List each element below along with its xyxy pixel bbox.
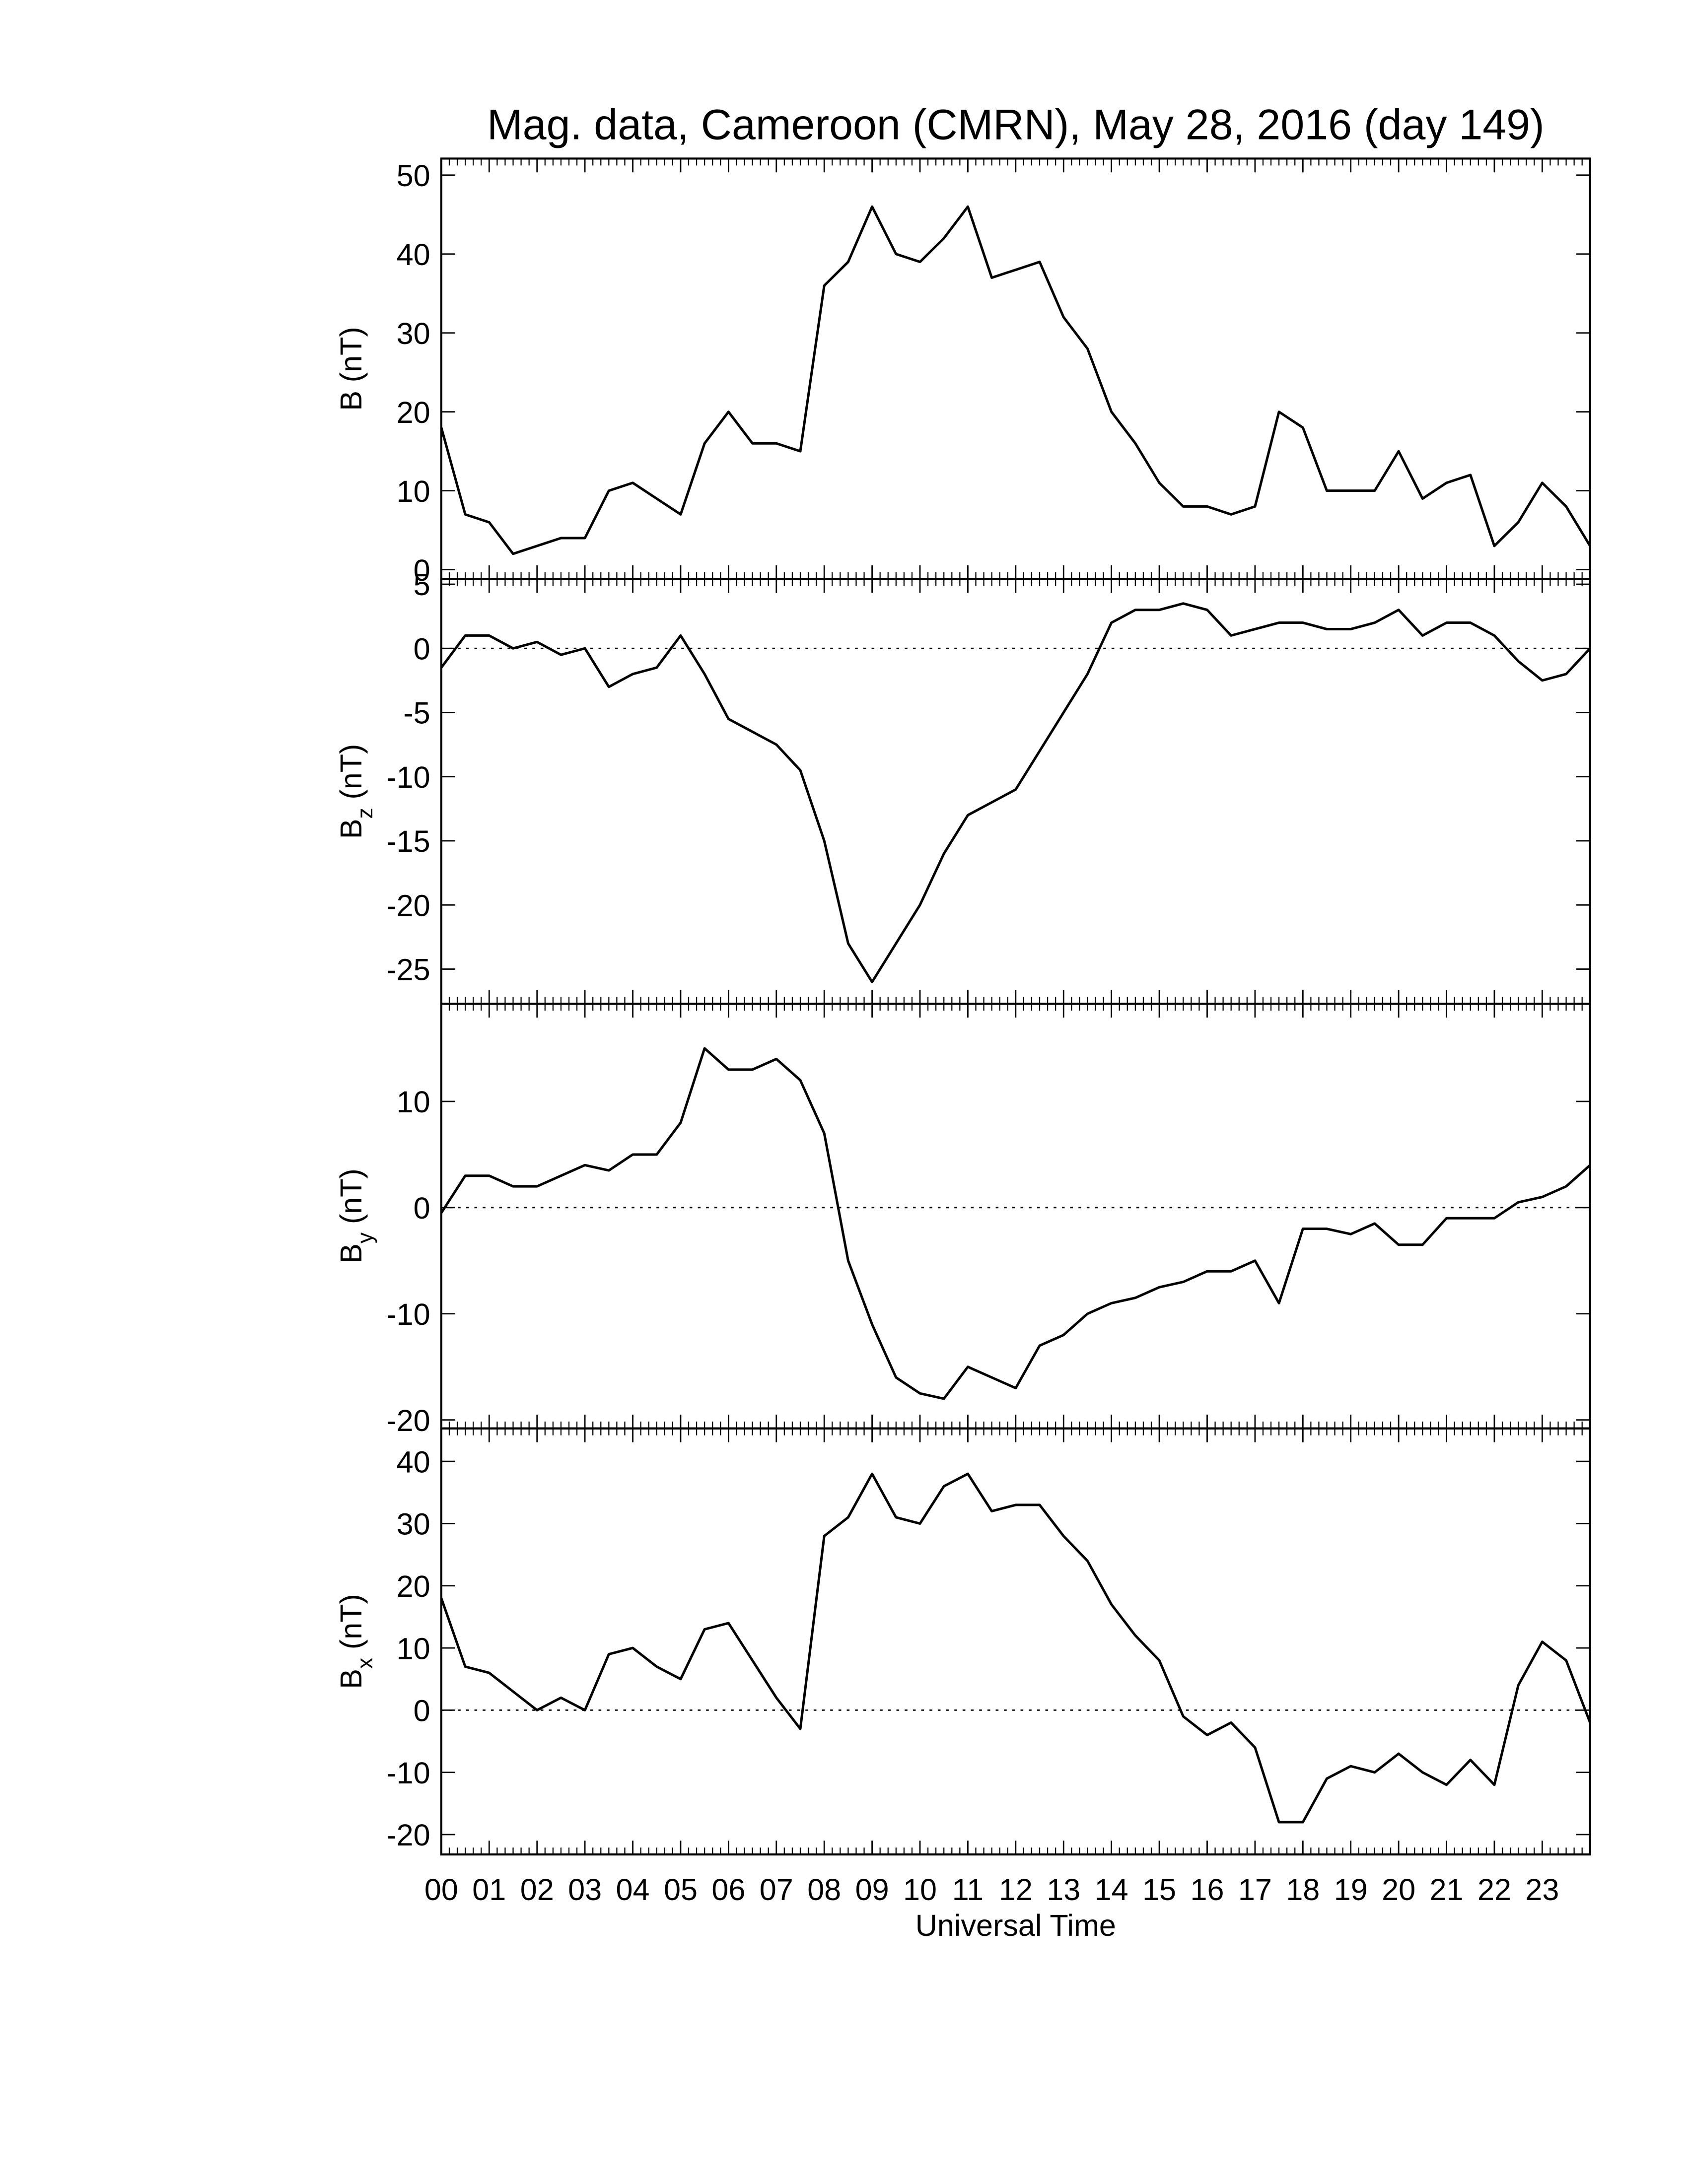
y-axis-label: B (nT) — [334, 327, 368, 410]
y-label-unit: (nT) — [334, 1168, 368, 1224]
y-tick-label: 40 — [397, 238, 430, 272]
x-tick-label: 06 — [711, 1873, 745, 1907]
x-tick-label: 21 — [1430, 1873, 1464, 1907]
x-tick-label: 15 — [1142, 1873, 1176, 1907]
y-tick-label: 10 — [397, 1085, 430, 1119]
y-tick-label: -10 — [386, 1756, 430, 1790]
x-tick-label: 23 — [1525, 1873, 1559, 1907]
y-tick-label: -25 — [386, 953, 430, 987]
x-tick-label: 00 — [424, 1873, 458, 1907]
x-tick-label: 04 — [616, 1873, 650, 1907]
y-tick-label: 30 — [397, 317, 430, 350]
data-line — [440, 602, 1591, 983]
data-line — [440, 1472, 1592, 1824]
data-line — [440, 1047, 1591, 1400]
y-label-symbol: B — [334, 819, 368, 839]
x-tick-label: 07 — [760, 1873, 793, 1907]
x-tick-label: 18 — [1286, 1873, 1320, 1907]
y-tick-label: -20 — [386, 888, 430, 922]
chart-title: Mag. data, Cameroon (CMRN), May 28, 2016… — [487, 101, 1545, 149]
y-axis-label: Bz (nT) — [334, 744, 377, 839]
x-tick-label: 09 — [855, 1873, 889, 1907]
y-tick-label: -20 — [386, 1818, 430, 1852]
y-tick-label: 0 — [414, 632, 430, 666]
y-tick-label: 50 — [397, 159, 430, 193]
y-label-symbol: B — [334, 1669, 368, 1689]
y-axis-label: By (nT) — [334, 1168, 377, 1264]
x-tick-label: 05 — [664, 1873, 698, 1907]
x-tick-label: 08 — [807, 1873, 841, 1907]
y-tick-label: 40 — [397, 1445, 430, 1479]
y-tick-label: -15 — [386, 824, 430, 858]
y-label-symbol: B — [334, 1243, 368, 1264]
y-tick-label: 0 — [414, 553, 430, 587]
x-tick-label: 19 — [1334, 1873, 1368, 1907]
y-axis-label: Bx (nT) — [334, 1594, 377, 1689]
y-label-subscript: y — [353, 1232, 377, 1243]
y-tick-label: -20 — [386, 1404, 430, 1437]
x-axis-label: Universal Time — [915, 1909, 1116, 1942]
y-tick-label: 0 — [414, 1191, 430, 1225]
x-tick-label: 11 — [952, 1873, 984, 1907]
y-tick-label: 5 — [414, 568, 430, 602]
y-tick-label: 30 — [397, 1507, 430, 1541]
y-tick-label: 10 — [397, 475, 430, 508]
x-tick-label: 03 — [568, 1873, 602, 1907]
x-tick-label: 12 — [999, 1873, 1033, 1907]
y-label-symbol: B — [334, 391, 368, 411]
y-tick-label: -5 — [403, 696, 430, 730]
x-tick-label: 16 — [1190, 1873, 1224, 1907]
x-tick-label: 13 — [1047, 1873, 1080, 1907]
x-tick-label: 22 — [1477, 1873, 1511, 1907]
data-line — [440, 205, 1591, 555]
y-label-unit: (nT) — [334, 744, 368, 800]
y-label-subscript: x — [353, 1658, 377, 1669]
x-tick-label: 10 — [903, 1873, 937, 1907]
y-label-unit: (nT) — [334, 1594, 368, 1649]
y-tick-label: -10 — [386, 1297, 430, 1331]
plot-frame — [440, 1427, 1591, 1856]
y-tick-label: 20 — [397, 396, 430, 429]
x-tick-label: 14 — [1095, 1873, 1128, 1907]
y-tick-label: 20 — [397, 1570, 430, 1603]
x-tick-label: 02 — [520, 1873, 554, 1907]
y-label-subscript: z — [353, 808, 377, 819]
y-tick-label: 10 — [397, 1632, 430, 1665]
y-tick-label: 0 — [414, 1694, 430, 1728]
y-tick-label: -10 — [386, 760, 430, 794]
x-tick-label: 01 — [472, 1873, 506, 1907]
x-tick-label: 17 — [1238, 1873, 1272, 1907]
y-label-unit: (nT) — [334, 327, 368, 382]
x-tick-label: 20 — [1382, 1873, 1415, 1907]
